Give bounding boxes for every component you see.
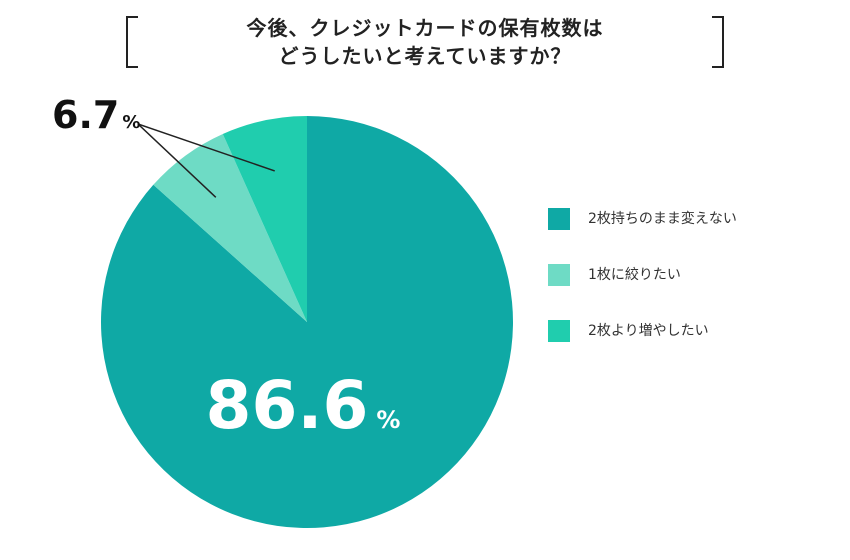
legend-swatch-keep xyxy=(548,208,570,230)
legend-label-reduce: 1枚に絞りたい xyxy=(588,264,681,286)
legend-swatch-reduce xyxy=(548,264,570,286)
legend-label-increase: 2枚より増やしたい xyxy=(588,320,709,342)
legend-label-keep: 2枚持ちのまま変えない xyxy=(588,208,737,230)
legend-swatch-increase xyxy=(548,320,570,342)
data-label-small-slices: 6.7% xyxy=(52,93,140,137)
